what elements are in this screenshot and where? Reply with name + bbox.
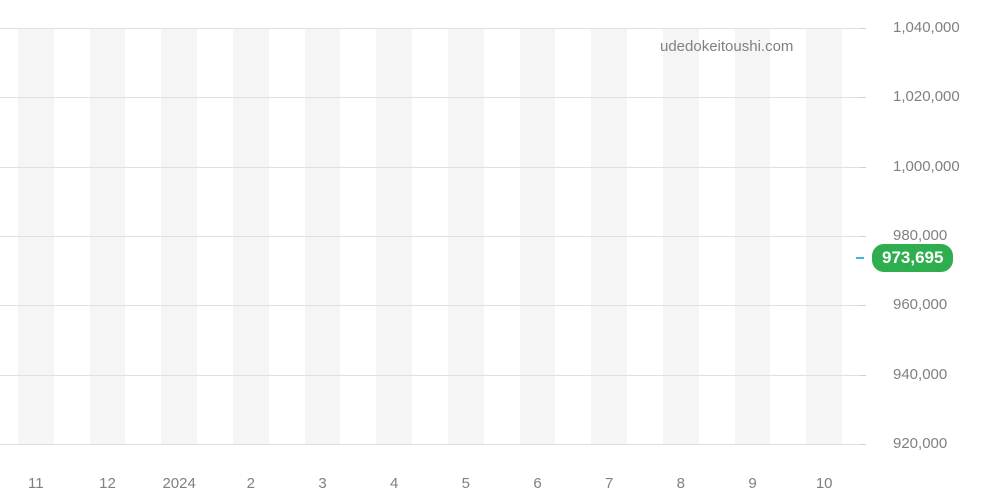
plot-area <box>0 28 860 444</box>
y-axis-label: 960,000 <box>893 296 947 313</box>
x-axis-label: 7 <box>605 475 613 492</box>
price-chart: udedokeitoushi.com 973,695 920,000 940,00… <box>0 0 1000 500</box>
y-tick <box>860 236 866 237</box>
x-axis-label: 2024 <box>162 475 195 492</box>
y-tick <box>860 28 866 29</box>
x-axis-label: 5 <box>462 475 470 492</box>
x-axis-label: 8 <box>677 475 685 492</box>
x-axis-label: 2 <box>247 475 255 492</box>
x-axis-label: 9 <box>748 475 756 492</box>
gridline <box>0 28 860 29</box>
y-tick <box>860 167 866 168</box>
y-axis-label: 1,020,000 <box>893 88 960 105</box>
y-tick <box>860 305 866 306</box>
y-tick <box>860 375 866 376</box>
x-axis-label: 10 <box>816 475 833 492</box>
x-axis-label: 11 <box>28 475 44 492</box>
x-axis-label: 6 <box>533 475 541 492</box>
x-axis-label: 12 <box>99 475 116 492</box>
y-axis-label: 1,040,000 <box>893 19 960 36</box>
y-axis-label: 1,000,000 <box>893 158 960 175</box>
gridline <box>0 444 860 445</box>
y-axis-label: 980,000 <box>893 227 947 244</box>
y-axis-label: 940,000 <box>893 366 947 383</box>
gridline <box>0 97 860 98</box>
y-tick <box>860 97 866 98</box>
gridline <box>0 167 860 168</box>
y-axis-label: 920,000 <box>893 435 947 452</box>
current-price-badge: 973,695 <box>872 244 953 272</box>
x-axis-label: 3 <box>318 475 326 492</box>
watermark: udedokeitoushi.com <box>660 38 793 55</box>
gridline <box>0 375 860 376</box>
gridline <box>0 305 860 306</box>
y-tick <box>860 444 866 445</box>
current-marker-tick <box>856 257 864 259</box>
x-axis-label: 4 <box>390 475 398 492</box>
gridline <box>0 236 860 237</box>
